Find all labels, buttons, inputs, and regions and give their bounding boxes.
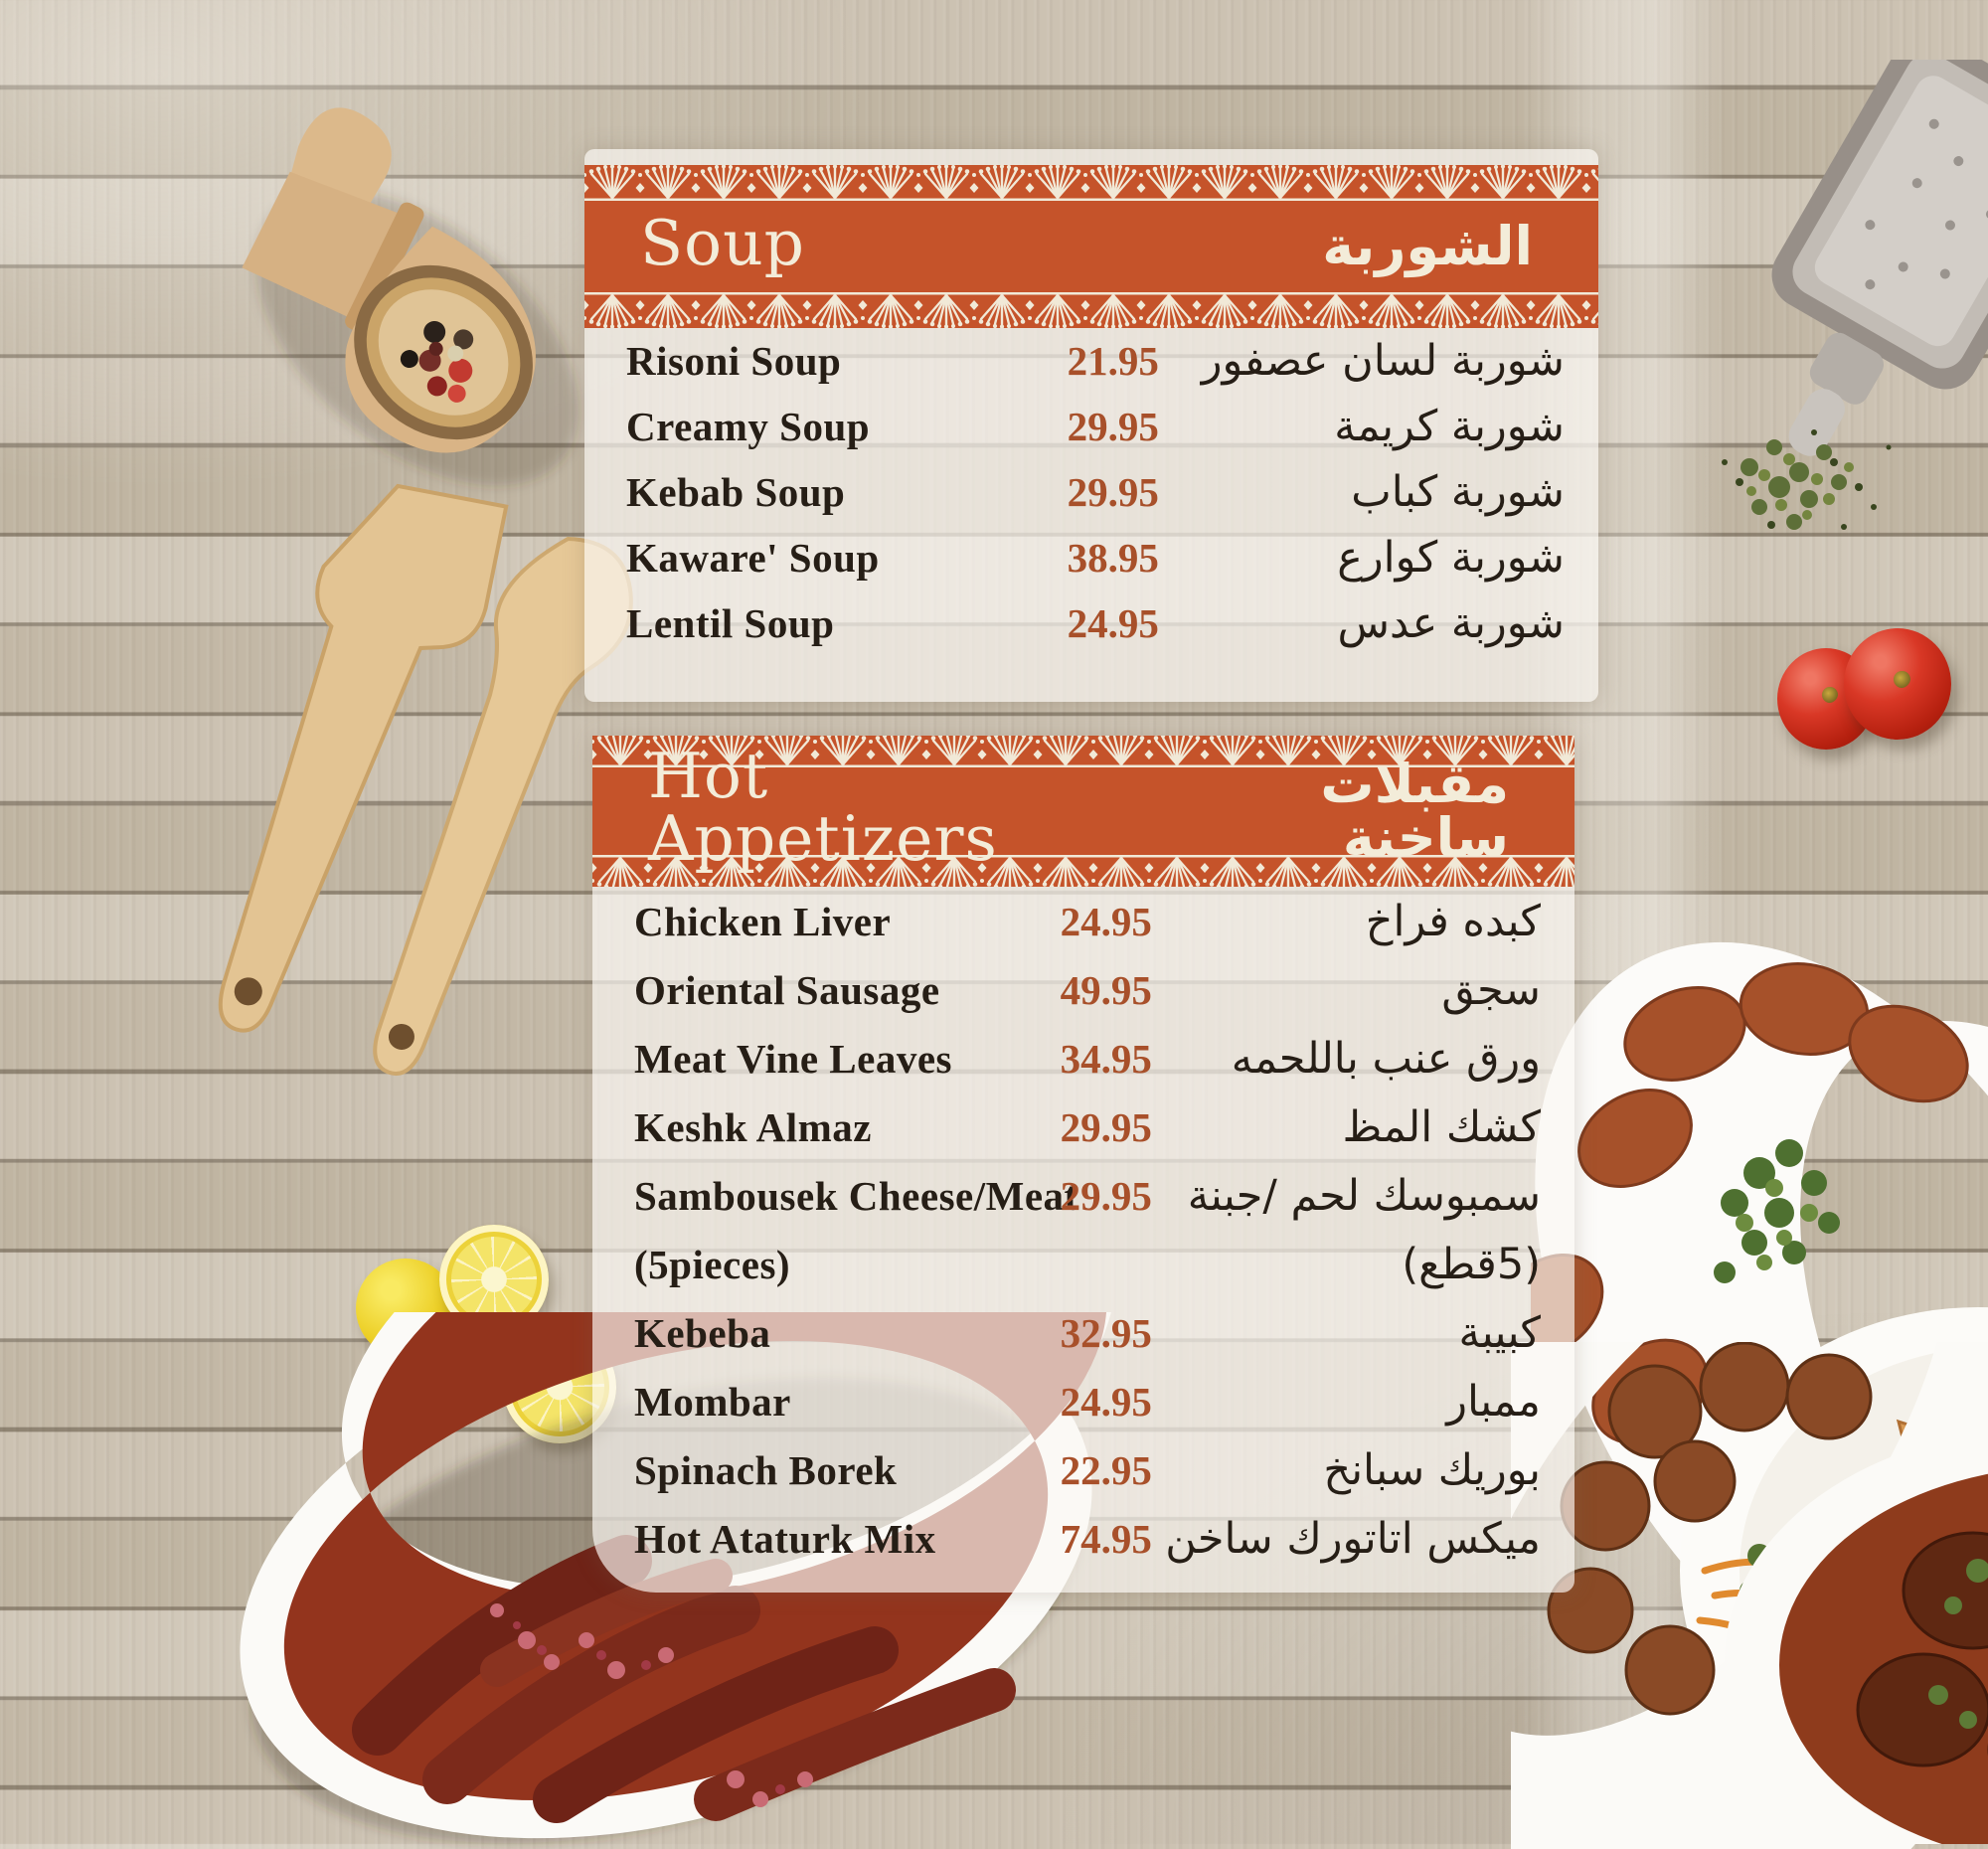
menu-item-row: Kebab Soup 29.95 شوربة كباب [584,459,1598,525]
menu-item-row: Oriental Sausage 49.95 سجق [592,955,1574,1024]
lace-border-bottom [592,855,1574,887]
item-price: 24.95 [1067,600,1159,646]
item-name-en: Meat Vine Leaves [634,1035,952,1082]
item-price: 38.95 [1067,535,1159,581]
menu-item-row: Keshk Almaz 29.95 كشك المظ [592,1093,1574,1161]
item-price: 49.95 [1060,966,1152,1013]
item-name-en: Chicken Liver [634,898,892,944]
tomato-image [1777,648,1875,750]
item-price: 22.95 [1060,1446,1152,1493]
menu-item-row: Kaware' Soup 38.95 شوربة كوارع [584,525,1598,590]
item-name-en: Kaware' Soup [626,535,880,581]
item-name-en: Kebab Soup [626,469,846,515]
item-name-ar: (5قطع) [1402,1239,1541,1289]
item-price: 34.95 [1060,1035,1152,1082]
section-header: Soup الشوربة [584,165,1598,328]
lemon-slice-image [439,1225,549,1334]
item-name-en: Creamy Soup [626,404,871,449]
menu-item-row: Spinach Borek 22.95 بوريك سبانخ [592,1435,1574,1504]
item-price: 29.95 [1060,1172,1152,1219]
menu-items-list: Chicken Liver 24.95 كبده فراخ Oriental Saus… [592,887,1574,1573]
item-name-ar: شوربة عدس [1337,598,1565,648]
item-name-ar: سجق [1441,964,1541,1015]
section-title-band: Hot Appetizers مقبلات ساخنة [592,745,1574,870]
item-name-en: Spinach Borek [634,1446,898,1493]
item-name-ar: كبده فراخ [1365,896,1541,946]
item-name-ar: كشك المظ [1342,1101,1541,1152]
menu-item-row: Kebeba 32.95 كبيبة [592,1298,1574,1367]
item-name-en: Keshk Almaz [634,1103,872,1150]
item-name-en: Kebeba [634,1309,771,1356]
item-price: 32.95 [1060,1309,1152,1356]
item-name-en: Risoni Soup [626,338,842,384]
item-name-en: Sambousek Cheese/Meat [634,1172,1078,1219]
section-title-en: Hot Appetizers [648,740,998,875]
section-panel-hot-appetizers: Hot Appetizers مقبلات ساخنة Chicken Live… [592,736,1574,1593]
menu-item-row: Lentil Soup 24.95 شوربة عدس [584,590,1598,656]
meat-stew-dish-image [1725,1430,1988,1844]
item-name-ar: شوربة كباب [1351,467,1565,517]
menu-item-row: Meat Vine Leaves 34.95 ورق عنب باللحمه [592,1024,1574,1093]
item-price: 29.95 [1067,404,1159,449]
lace-border-bottom [584,292,1598,328]
item-name-en: Oriental Sausage [634,966,940,1013]
section-title-ar: الشوربة [1322,215,1533,277]
menu-item-row: Risoni Soup 21.95 شوربة لسان عصفور [584,328,1598,394]
item-price: 24.95 [1060,898,1152,944]
section-panel-soup: Soup الشوربة Risoni Soup 21.95 شوربة لسان … [584,149,1598,702]
menu-item-row: Hot Ataturk Mix 74.95 ميكس اتاتورك ساخن [592,1504,1574,1573]
menu-item-row: (5pieces) (5قطع) [592,1230,1574,1298]
item-name-ar: ورق عنب باللحمه [1231,1033,1541,1084]
meatball-plate-image [1511,1342,1988,1849]
item-price: 24.95 [1060,1378,1152,1425]
item-name-en: (5pieces) [634,1241,791,1287]
menu-item-row: Mombar 24.95 ممبار [592,1367,1574,1435]
metal-grater-image [1771,60,1988,456]
section-title-band: Soup الشوربة [584,201,1598,292]
item-name-en: Hot Ataturk Mix [634,1515,936,1562]
item-name-ar: سمبوسك لحم /جبنة [1187,1170,1541,1221]
samosa-plate-image [1680,1307,1988,1834]
section-header: Hot Appetizers مقبلات ساخنة [592,736,1574,887]
menu-items-list: Risoni Soup 21.95 شوربة لسان عصفور Creamy S… [584,328,1598,656]
item-name-ar: ممبار [1446,1376,1541,1427]
item-name-en: Mombar [634,1378,791,1425]
item-price: 29.95 [1067,469,1159,515]
item-price: 29.95 [1060,1103,1152,1150]
menu-item-row: Creamy Soup 29.95 شوربة كريمة [584,394,1598,459]
item-name-ar: ميكس اتاتورك ساخن [1165,1513,1541,1564]
herb-sprinkle-image [1722,429,1892,530]
lace-border-top [584,165,1598,201]
item-name-en: Lentil Soup [626,600,835,646]
lace-border-top [592,736,1574,767]
item-name-ar: بوريك سبانخ [1323,1444,1541,1495]
item-name-ar: شوربة كوارع [1337,533,1565,583]
item-name-ar: شوربة لسان عصفور [1201,336,1565,386]
menu-item-row: Chicken Liver 24.95 كبده فراخ [592,887,1574,955]
section-title-en: Soup [640,206,805,279]
kibbeh-plate-image [1531,941,1988,1571]
item-price: 21.95 [1067,338,1159,384]
lemon-image [356,1259,455,1358]
section-title-ar: مقبلات ساخنة [1320,753,1509,869]
tomato-image [1844,628,1951,740]
item-price: 74.95 [1060,1515,1152,1562]
item-name-ar: كبيبة [1458,1307,1541,1358]
menu-item-row: Sambousek Cheese/Meat 29.95 سمبوسك لحم /جب… [592,1161,1574,1230]
item-name-ar: شوربة كريمة [1334,402,1565,451]
